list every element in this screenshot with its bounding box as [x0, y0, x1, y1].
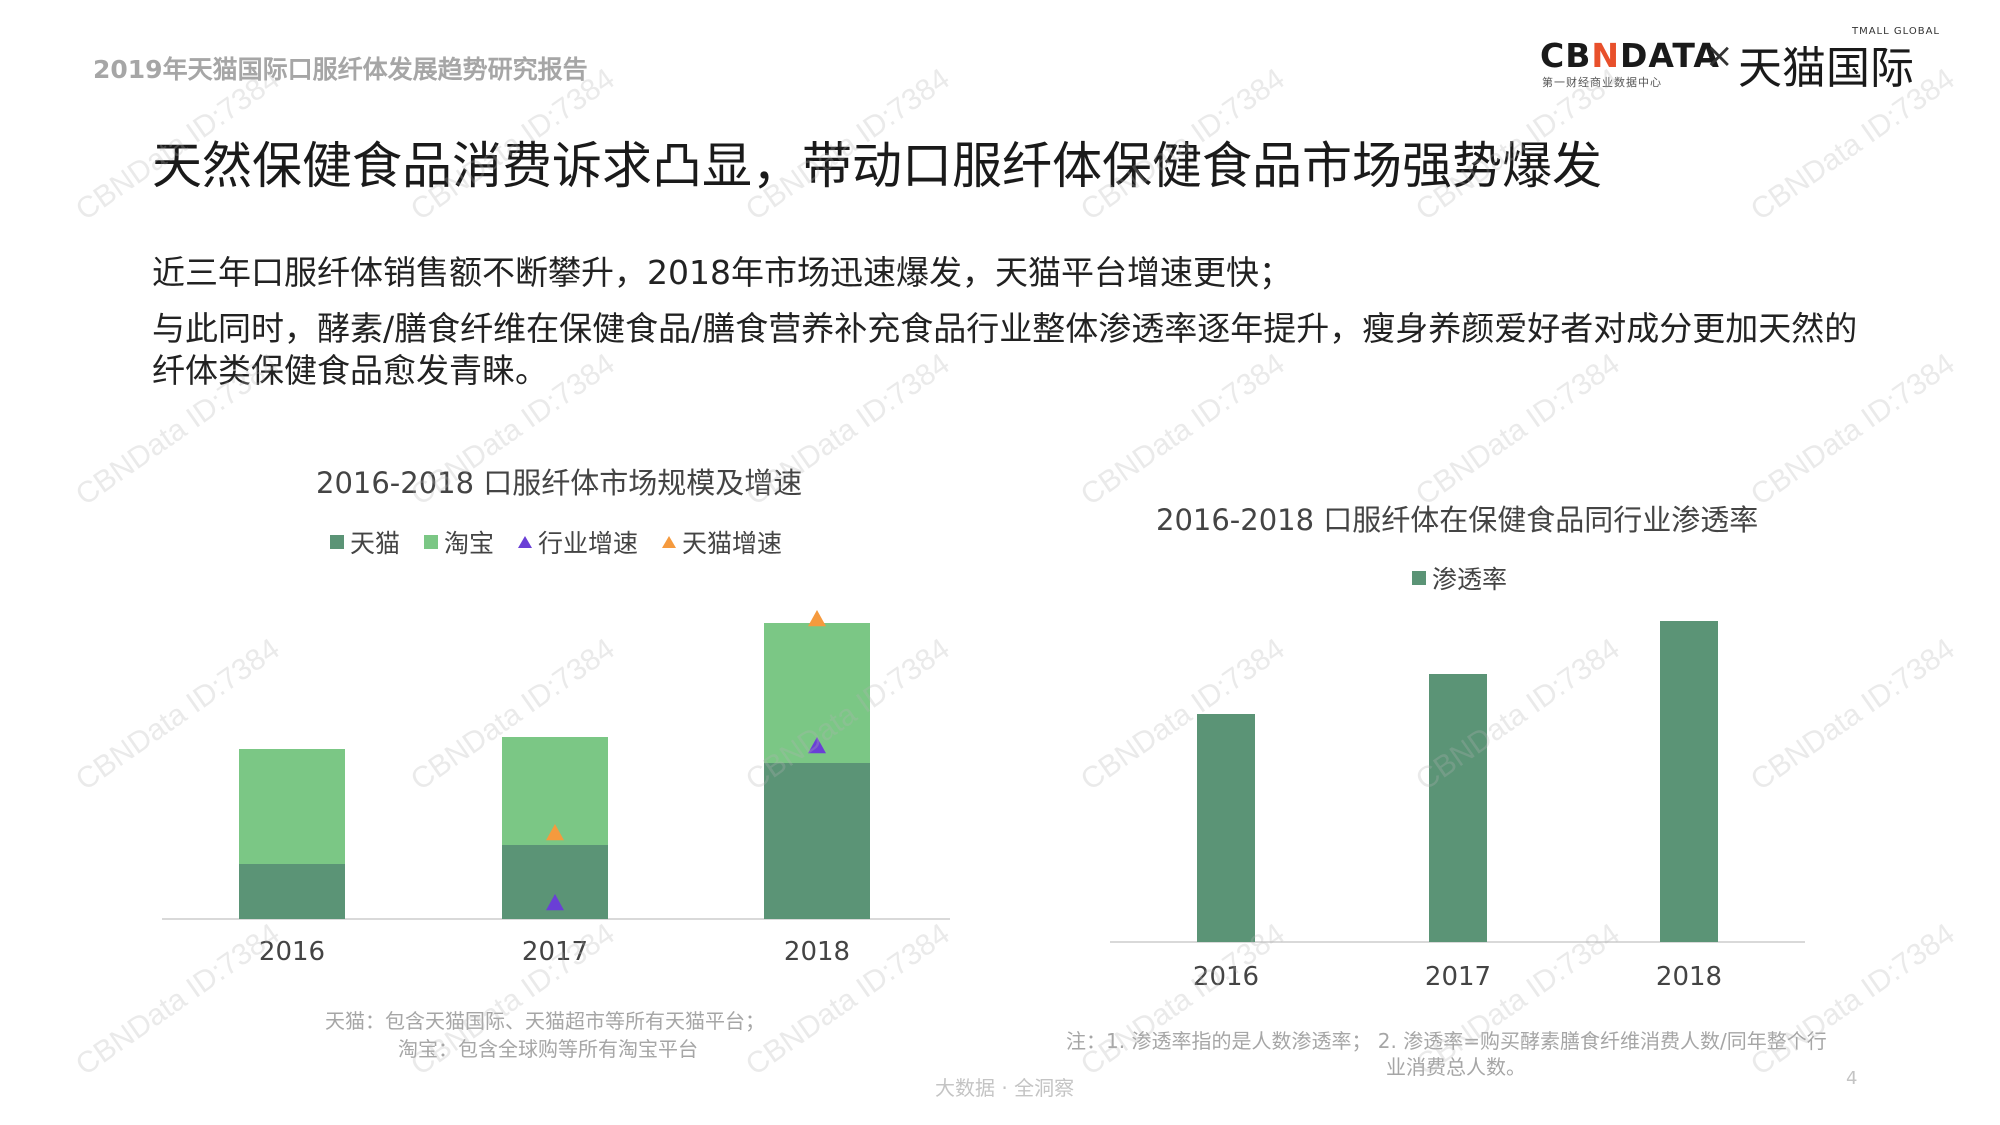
chart2-footnote-1: 注：1. 渗透率指的是人数渗透率； 2. 渗透率=购买酵素膳食纤维消费人数/同年… — [1066, 1029, 1827, 1053]
description-line-2: 与此同时，酵素/膳食纤维在保健食品/膳食营养补充食品行业整体渗透率逐年提升，瘦身… — [152, 309, 1858, 390]
chart2-x-tick-2017: 2017 — [1425, 962, 1491, 992]
cbn-logo-part1: CB — [1540, 36, 1592, 75]
bar-penetration-2017 — [1429, 674, 1487, 942]
legend-label-industry-growth: 行业增速 — [538, 529, 639, 558]
bar-tmall-2018 — [764, 763, 870, 919]
marker-tmall-growth-2017 — [546, 824, 564, 841]
chart1-x-tick-2016: 2016 — [259, 937, 325, 967]
legend-label-tmall: 天猫 — [350, 529, 401, 558]
chart2-x-tick-2016: 2016 — [1193, 962, 1259, 992]
logo-separator: × — [1705, 36, 1734, 76]
legend-marker-industry-growth — [518, 536, 533, 548]
cbndata-logo: CBNDATA — [1540, 36, 1720, 75]
chart1-footnote-2: 淘宝：包含全球购等所有淘宝平台 — [398, 1037, 698, 1061]
marker-industry-growth-2017 — [546, 894, 564, 911]
report-title: 2019年天猫国际口服纤体发展趋势研究报告 — [93, 55, 588, 84]
cbn-logo-part2: DATA — [1620, 36, 1720, 75]
legend-item-penetration: 渗透率 — [1412, 560, 1507, 596]
legend-label-taobao: 淘宝 — [444, 529, 495, 558]
legend-label-tmall-growth: 天猫增速 — [682, 529, 783, 558]
description-line-1: 近三年口服纤体销售额不断攀升，2018年市场迅速爆发，天猫平台增速更快； — [152, 253, 1292, 292]
brand-logos: CBNDATA 第一财经商业数据中心 × 天猫国际 TMALL GLOBAL — [1540, 22, 1940, 94]
cbndata-logo-subtitle: 第一财经商业数据中心 — [1542, 76, 1662, 89]
tmall-global-logo: 天猫国际 — [1738, 43, 1914, 94]
legend-item-tmall-growth: 天猫增速 — [662, 524, 782, 560]
bar-penetration-2018 — [1660, 621, 1718, 942]
legend-item-industry-growth: 行业增速 — [518, 524, 638, 560]
legend-swatch-taobao — [424, 535, 439, 549]
chart1-x-tick-2018: 2018 — [784, 937, 850, 967]
legend-marker-tmall-growth — [662, 536, 677, 548]
chart1-title: 2016-2018 口服纤体市场规模及增速 — [316, 466, 803, 500]
chart1-legend: 天猫 淘宝 行业增速 天猫增速 — [330, 524, 782, 560]
marker-industry-growth-2018 — [808, 737, 826, 754]
chart2-footnote-2: 业消费总人数。 — [1386, 1055, 1526, 1079]
chart2-title: 2016-2018 口服纤体在保健食品同行业渗透率 — [1156, 503, 1759, 537]
footer-tagline: 大数据 · 全洞察 — [935, 1076, 1075, 1100]
bar-taobao-2016 — [239, 749, 345, 864]
chart1-x-tick-2017: 2017 — [522, 937, 588, 967]
bar-tmall-2016 — [239, 864, 345, 919]
legend-swatch-tmall — [330, 535, 344, 549]
cbn-logo-accent: N — [1591, 36, 1620, 75]
page-title: 天然保健食品消费诉求凸显，带动口服纤体保健食品市场强势爆发 — [152, 137, 1602, 195]
legend-item-taobao: 淘宝 — [424, 524, 494, 560]
legend-swatch-penetration — [1412, 571, 1426, 585]
chart1-footnote-1: 天猫：包含天猫国际、天猫超市等所有天猫平台； — [325, 1009, 765, 1033]
marker-tmall-growth-2018 — [808, 610, 826, 627]
chart2-legend: 渗透率 — [1412, 560, 1507, 596]
legend-label-penetration: 渗透率 — [1432, 565, 1508, 594]
page-number: 4 — [1846, 1068, 1858, 1089]
chart2-x-tick-2018: 2018 — [1656, 962, 1722, 992]
legend-item-tmall: 天猫 — [330, 524, 400, 560]
bar-penetration-2016 — [1197, 714, 1255, 942]
tmall-global-logo-en: TMALL GLOBAL — [1851, 26, 1940, 37]
